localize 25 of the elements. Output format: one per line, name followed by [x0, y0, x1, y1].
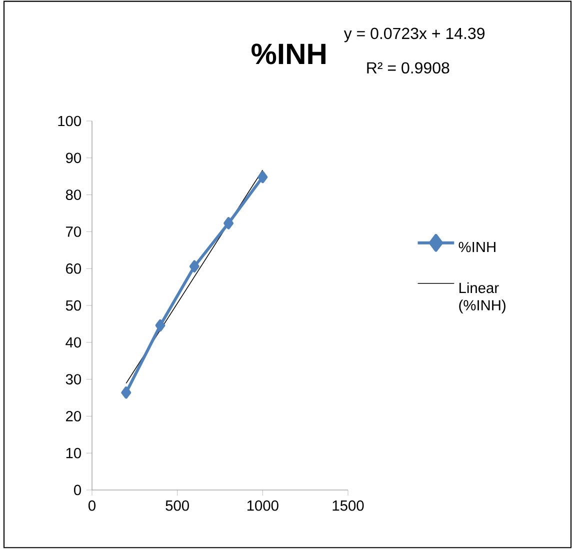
y-tick-label: 80	[66, 190, 82, 200]
point	[155, 319, 166, 332]
y-tick-label: 70	[66, 226, 82, 237]
point	[121, 386, 132, 399]
x-tick-label: 500	[166, 500, 189, 511]
point	[258, 170, 268, 184]
legend-label: Linear (%INH)	[459, 282, 506, 314]
y-tick-label: 10	[66, 448, 82, 458]
y-tick-label: 30	[66, 374, 82, 384]
point	[189, 260, 200, 273]
legend-label: %INH	[458, 242, 496, 252]
y-tick-label: 100	[58, 116, 82, 126]
y-tick-label: 50	[66, 300, 82, 311]
y-tick-label: 40	[66, 337, 82, 348]
y-tick-label: 90	[66, 152, 82, 164]
y-tick-label: 20	[66, 411, 82, 422]
text: y = 0.0723x + 14.39	[344, 28, 484, 42]
x-tick-label: 0	[88, 500, 96, 511]
x-tick-label: 1500	[332, 500, 364, 511]
point	[224, 217, 234, 230]
text: R² = 0.9908	[367, 62, 450, 74]
y-tick-label: 60	[66, 263, 82, 274]
x-tick-label: 1000	[247, 500, 278, 511]
y-tick-label: 0	[74, 484, 82, 496]
chart-title: %INH	[252, 44, 326, 64]
